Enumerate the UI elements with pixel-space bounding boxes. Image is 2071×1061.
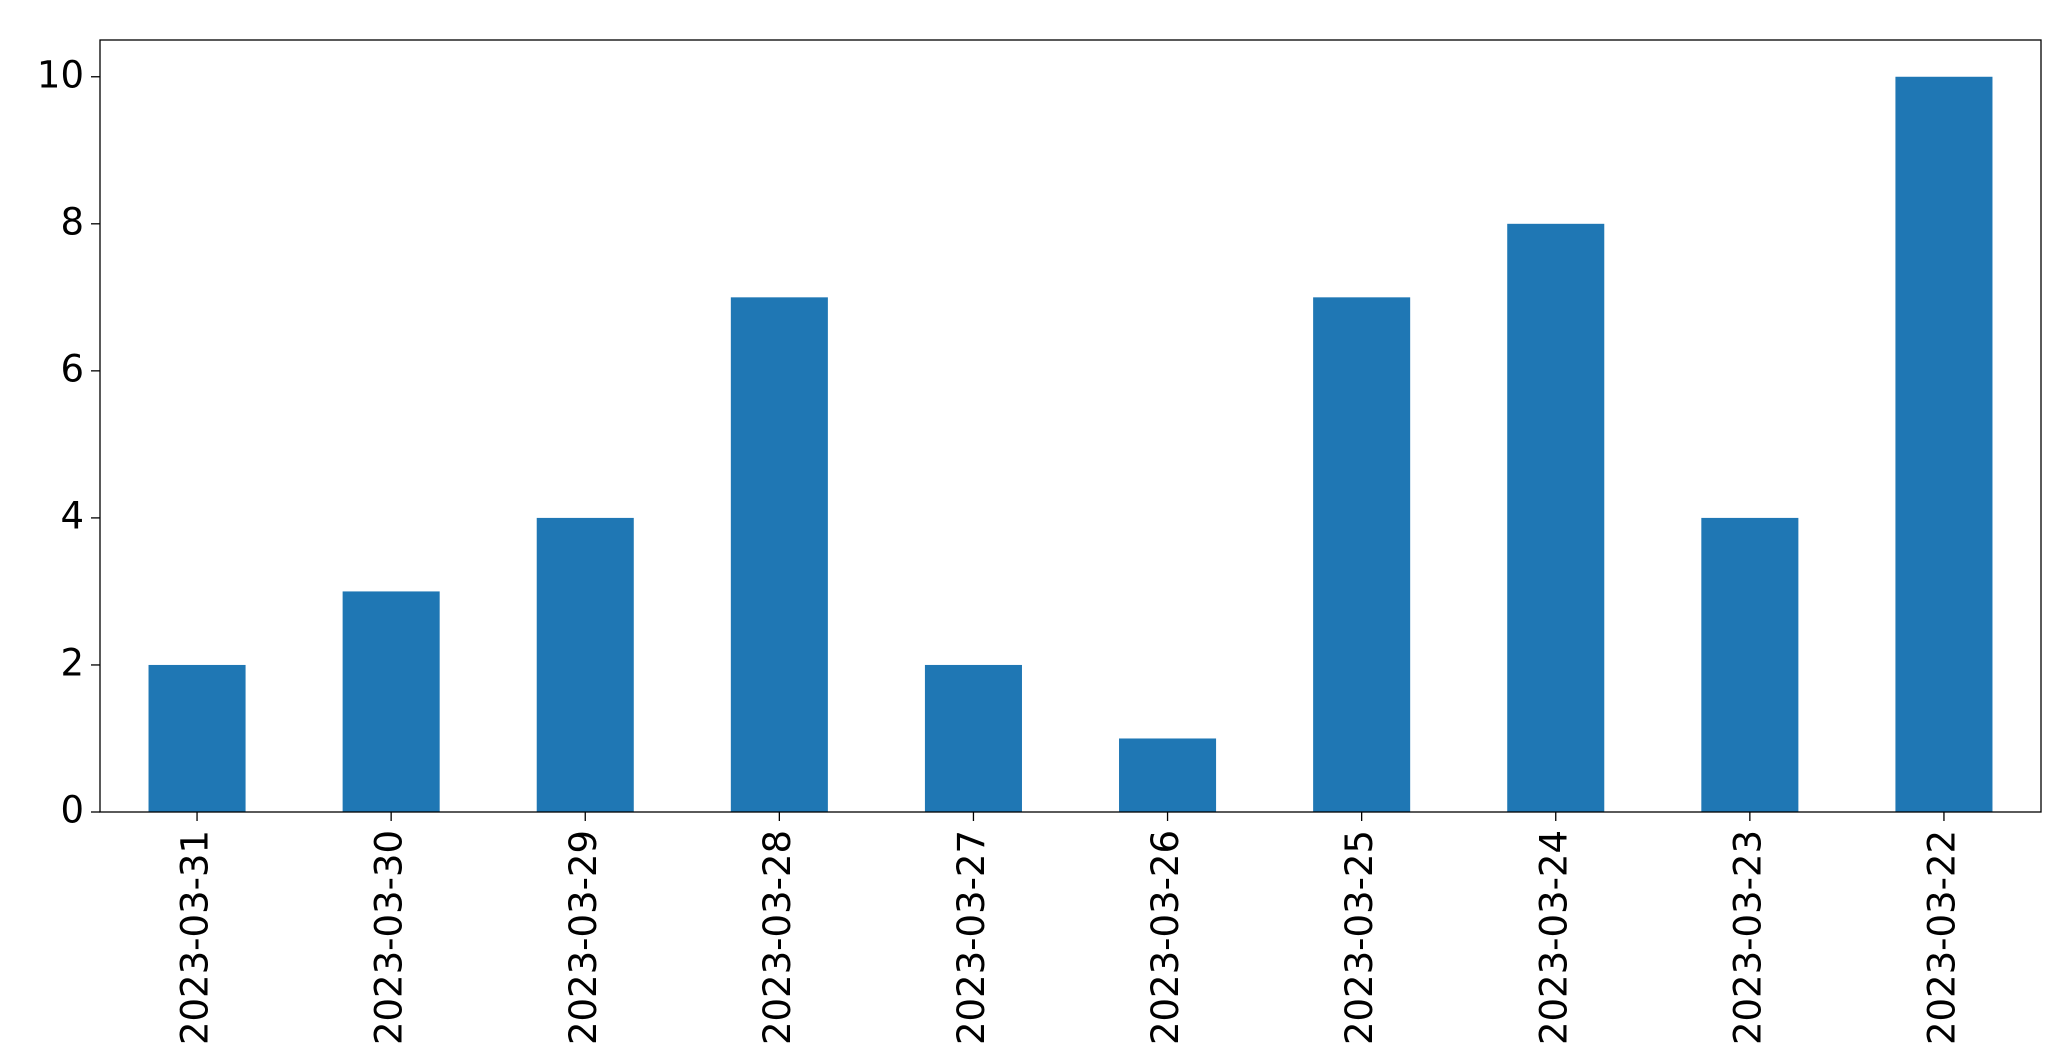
plot-frame	[99, 39, 2042, 813]
x-tick-label: 2023-03-26	[1144, 830, 1187, 1045]
bar	[1701, 517, 1799, 812]
bar	[1895, 76, 1993, 812]
y-tick-label: 0	[60, 789, 84, 832]
x-tick-label: 2023-03-23	[1726, 830, 1769, 1045]
x-tick-label: 2023-03-25	[1338, 830, 1381, 1045]
bar	[1313, 297, 1411, 812]
x-tick-label: 2023-03-27	[950, 830, 993, 1045]
bar	[924, 664, 1022, 812]
x-tick-label: 2023-03-22	[1920, 830, 1963, 1045]
x-tick-label: 2023-03-24	[1532, 830, 1575, 1045]
bar	[1507, 223, 1605, 813]
x-tick-label: 2023-03-28	[756, 830, 799, 1045]
bar	[536, 517, 634, 812]
y-tick-label: 2	[60, 641, 84, 684]
y-tick-label: 6	[60, 347, 84, 390]
x-tick-label: 2023-03-30	[368, 830, 411, 1045]
bar	[148, 664, 246, 812]
y-tick-label: 4	[60, 494, 84, 537]
y-tick-label: 10	[37, 53, 84, 96]
x-tick-label: 2023-03-29	[562, 830, 605, 1045]
y-tick-label: 8	[60, 200, 84, 243]
bar	[1119, 738, 1217, 812]
bar	[730, 297, 828, 812]
x-tick-label: 2023-03-31	[174, 830, 217, 1045]
bar	[342, 591, 440, 812]
